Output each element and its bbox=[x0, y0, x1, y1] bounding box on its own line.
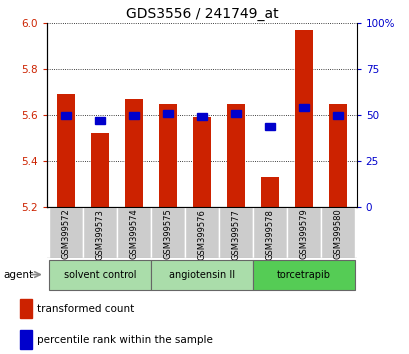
Bar bbox=[129, 112, 138, 119]
FancyBboxPatch shape bbox=[49, 207, 82, 258]
Text: GSM399576: GSM399576 bbox=[197, 209, 206, 259]
Bar bbox=[265, 122, 274, 130]
Bar bbox=[231, 110, 240, 117]
FancyBboxPatch shape bbox=[151, 207, 184, 258]
Title: GDS3556 / 241749_at: GDS3556 / 241749_at bbox=[125, 7, 278, 21]
Bar bbox=[20, 299, 32, 318]
Text: solvent control: solvent control bbox=[63, 269, 136, 280]
FancyBboxPatch shape bbox=[83, 207, 116, 258]
FancyBboxPatch shape bbox=[253, 260, 354, 290]
Text: GSM399572: GSM399572 bbox=[61, 209, 70, 259]
Text: torcetrapib: torcetrapib bbox=[276, 269, 330, 280]
FancyBboxPatch shape bbox=[253, 207, 286, 258]
Text: GSM399577: GSM399577 bbox=[231, 209, 240, 259]
Bar bbox=[20, 331, 32, 349]
Bar bbox=[192, 118, 211, 207]
Text: transformed count: transformed count bbox=[37, 304, 134, 314]
Text: agent: agent bbox=[4, 269, 34, 280]
FancyBboxPatch shape bbox=[49, 260, 150, 290]
Bar bbox=[61, 112, 70, 119]
Bar bbox=[226, 104, 245, 207]
Bar bbox=[260, 177, 279, 207]
Text: GSM399580: GSM399580 bbox=[333, 209, 342, 259]
FancyBboxPatch shape bbox=[151, 260, 252, 290]
Text: GSM399573: GSM399573 bbox=[95, 209, 104, 259]
Bar bbox=[294, 30, 312, 207]
Text: GSM399579: GSM399579 bbox=[299, 209, 308, 259]
Bar bbox=[56, 95, 75, 207]
Bar bbox=[328, 104, 346, 207]
Text: GSM399574: GSM399574 bbox=[129, 209, 138, 259]
Bar bbox=[163, 110, 172, 117]
FancyBboxPatch shape bbox=[185, 207, 218, 258]
FancyBboxPatch shape bbox=[117, 207, 150, 258]
FancyBboxPatch shape bbox=[321, 207, 354, 258]
FancyBboxPatch shape bbox=[219, 207, 252, 258]
Bar bbox=[124, 99, 143, 207]
Text: GSM399575: GSM399575 bbox=[163, 209, 172, 259]
Bar bbox=[95, 117, 104, 124]
FancyBboxPatch shape bbox=[287, 207, 320, 258]
Text: angiotensin II: angiotensin II bbox=[169, 269, 234, 280]
Text: GSM399578: GSM399578 bbox=[265, 209, 274, 259]
Bar bbox=[197, 113, 206, 120]
Bar bbox=[333, 112, 342, 119]
Bar bbox=[158, 104, 177, 207]
Bar bbox=[299, 104, 308, 111]
Text: percentile rank within the sample: percentile rank within the sample bbox=[37, 335, 213, 345]
Bar bbox=[90, 133, 109, 207]
